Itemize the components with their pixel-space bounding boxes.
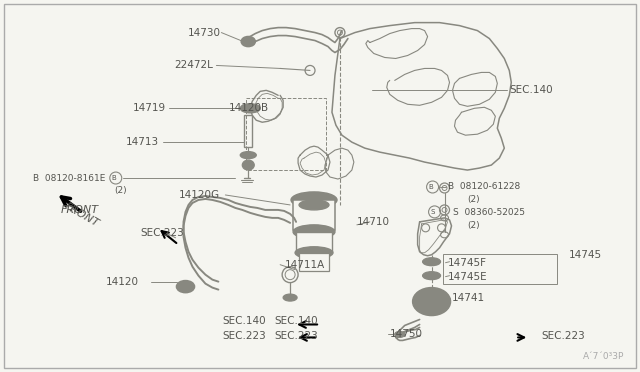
Text: 14745F: 14745F xyxy=(447,258,486,268)
Text: 14711A: 14711A xyxy=(285,260,325,270)
Ellipse shape xyxy=(422,258,440,266)
Ellipse shape xyxy=(283,294,297,301)
Ellipse shape xyxy=(299,200,329,210)
Text: SEC.223: SEC.223 xyxy=(222,331,266,341)
Bar xyxy=(246,98,326,170)
Text: SEC.140: SEC.140 xyxy=(222,317,266,327)
Text: (2): (2) xyxy=(114,186,127,195)
Text: S: S xyxy=(430,209,435,215)
Circle shape xyxy=(246,104,254,112)
Text: 14710: 14710 xyxy=(357,217,390,227)
Bar xyxy=(244,115,252,147)
Bar xyxy=(296,232,332,252)
Text: 14741: 14741 xyxy=(451,293,484,302)
Ellipse shape xyxy=(240,104,260,113)
Ellipse shape xyxy=(395,331,404,337)
Bar xyxy=(293,200,335,230)
Text: 14745: 14745 xyxy=(569,250,602,260)
Text: FRONT: FRONT xyxy=(61,205,99,215)
Ellipse shape xyxy=(243,160,254,170)
Text: SEC.223: SEC.223 xyxy=(275,331,318,341)
Ellipse shape xyxy=(302,202,326,208)
Text: FRONT: FRONT xyxy=(63,201,101,229)
Ellipse shape xyxy=(413,288,451,315)
Text: B  08120-8161E: B 08120-8161E xyxy=(33,173,106,183)
Text: 14120G: 14120G xyxy=(179,190,220,200)
Text: 14120B: 14120B xyxy=(228,103,268,113)
Text: 14750: 14750 xyxy=(390,330,423,339)
Text: SEC.223: SEC.223 xyxy=(141,228,184,238)
Text: 14745E: 14745E xyxy=(447,272,487,282)
Ellipse shape xyxy=(295,247,333,259)
Text: S  08360-52025: S 08360-52025 xyxy=(452,208,525,217)
Ellipse shape xyxy=(177,280,195,293)
Text: SEC.140: SEC.140 xyxy=(275,317,318,327)
Ellipse shape xyxy=(243,38,253,45)
Text: 14730: 14730 xyxy=(188,28,220,38)
Text: 14713: 14713 xyxy=(125,137,159,147)
Ellipse shape xyxy=(240,152,256,158)
Text: 22472L: 22472L xyxy=(175,61,213,70)
Text: B  08120-61228: B 08120-61228 xyxy=(447,183,520,192)
Text: B: B xyxy=(111,175,116,181)
Text: (2): (2) xyxy=(467,221,480,230)
Text: 14719: 14719 xyxy=(132,103,166,113)
Text: (2): (2) xyxy=(467,195,480,205)
Ellipse shape xyxy=(422,272,440,280)
Text: SEC.223: SEC.223 xyxy=(541,331,585,341)
Ellipse shape xyxy=(417,291,447,312)
Text: B: B xyxy=(428,184,433,190)
Bar xyxy=(299,253,329,271)
Text: 14120: 14120 xyxy=(106,277,139,287)
Ellipse shape xyxy=(295,194,333,206)
Text: SEC.140: SEC.140 xyxy=(509,85,553,95)
Ellipse shape xyxy=(293,225,335,239)
Ellipse shape xyxy=(179,283,192,291)
Ellipse shape xyxy=(291,192,337,208)
Bar xyxy=(442,254,557,283)
Ellipse shape xyxy=(241,36,255,46)
Text: A´7´0³3P: A´7´0³3P xyxy=(582,352,624,361)
